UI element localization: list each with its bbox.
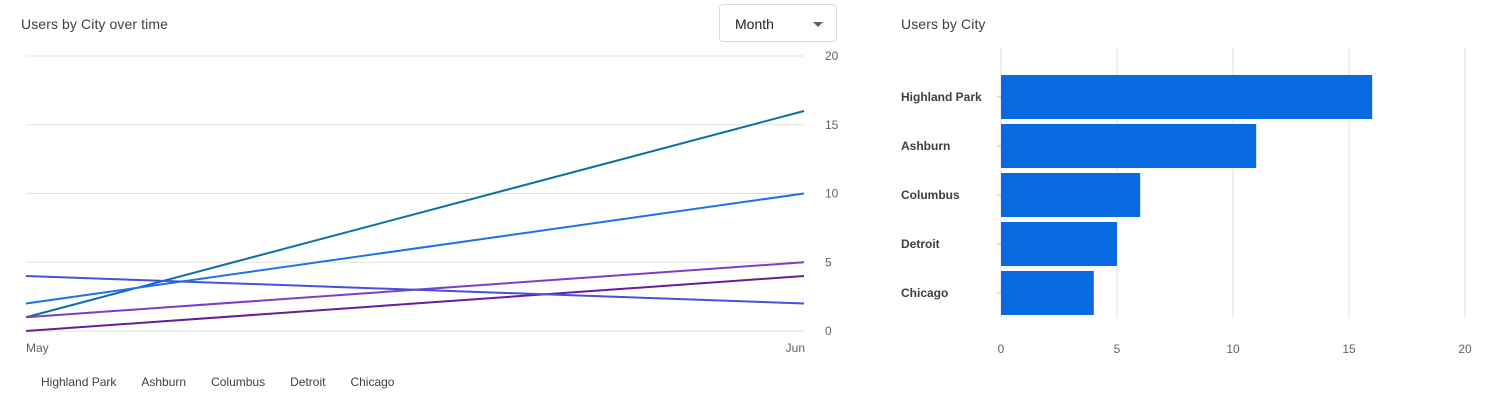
bar-chart-x-tick: 0 [998,342,1005,356]
line-chart-x-tick: May [26,341,49,355]
bar-chicago[interactable] [1001,271,1094,315]
bar-chart-category-label: Ashburn [901,139,950,153]
bar-chart-x-tick: 5 [1114,342,1121,356]
line-chart: 0 5 10 15 20 May Jun [25,49,839,355]
period-dropdown-value: Month [735,16,774,32]
period-dropdown[interactable]: Month [719,4,837,42]
line-chart-title: Users by City over time [21,16,168,32]
legend-item-highland-park[interactable]: Highland Park [41,375,117,389]
line-series-detroit[interactable] [25,275,805,332]
line-series-highland-park[interactable] [25,110,805,319]
bar-chart-x-tick: 20 [1458,342,1472,356]
line-chart-legend: Highland Park Ashburn Columbus Detroit Chica… [41,375,419,389]
bar-chart-category-label: Chicago [901,286,948,300]
line-chart-y-tick: 15 [825,118,839,132]
bar-chart-title: Users by City [901,16,986,32]
line-chart-y-tick: 0 [825,324,832,338]
bar-chart-category-label: Detroit [901,237,940,251]
line-series-ashburn[interactable] [25,192,805,305]
bar-ashburn[interactable] [1001,124,1257,168]
legend-item-detroit[interactable]: Detroit [290,375,326,389]
bar-highland-park[interactable] [1001,75,1373,119]
bar-chart-category-label: Highland Park [901,90,982,104]
line-chart-x-tick: Jun [786,341,805,355]
line-chart-y-tick: 5 [825,255,832,269]
line-chart-y-tick: 10 [825,187,839,201]
caret-down-icon [813,22,823,27]
bar-chart-x-tick: 15 [1342,342,1356,356]
legend-item-chicago[interactable]: Chicago [350,375,395,389]
line-series-chicago[interactable] [25,275,805,305]
legend-item-ashburn[interactable]: Ashburn [141,375,187,389]
legend-item-columbus[interactable]: Columbus [211,375,266,389]
bar-chart-category-label: Columbus [901,188,960,202]
bar-columbus[interactable] [1001,173,1141,217]
line-chart-y-tick: 20 [825,49,839,63]
bar-detroit[interactable] [1001,222,1117,266]
bar-chart-x-tick: 10 [1226,342,1240,356]
